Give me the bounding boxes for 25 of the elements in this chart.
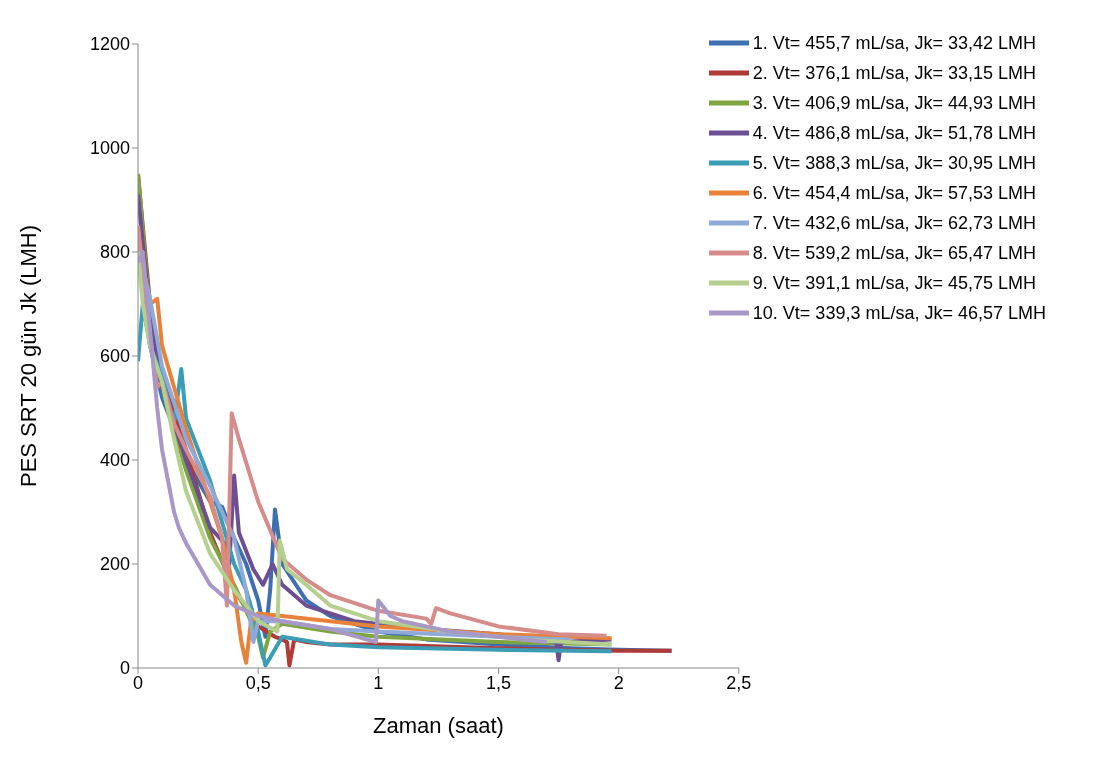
- legend-label: 10. Vt= 339,3 mL/sa, Jk= 46,57 LMH: [752, 302, 1046, 325]
- legend-label: 1. Vt= 455,7 mL/sa, Jk= 33,42 LMH: [752, 32, 1036, 55]
- y-tick-label: 0: [119, 658, 130, 679]
- legend-label: 2. Vt= 376,1 mL/sa, Jk= 33,15 LMH: [752, 62, 1036, 85]
- x-tick-label: 2,5: [726, 672, 752, 693]
- y-tick-label: 400: [99, 450, 130, 471]
- y-tick-label: 1000: [89, 138, 130, 159]
- legend-label: 8. Vt= 539,2 mL/sa, Jk= 65,47 LMH: [752, 242, 1036, 265]
- legend-label: 7. Vt= 432,6 mL/sa, Jk= 62,73 LMH: [752, 212, 1036, 235]
- x-tick-label: 0,5: [245, 672, 271, 693]
- legend-label: 6. Vt= 454,4 mL/sa, Jk= 57,53 LMH: [752, 182, 1036, 205]
- x-tick-label: 2: [613, 672, 624, 693]
- y-tick-label: 200: [99, 554, 130, 575]
- legend-label: 9. Vt= 391,1 mL/sa, Jk= 45,75 LMH: [752, 272, 1036, 295]
- legend-label: 3. Vt= 406,9 mL/sa, Jk= 44,93 LMH: [752, 92, 1036, 115]
- y-tick-label: 600: [99, 346, 130, 367]
- x-tick-label: 1: [373, 672, 384, 693]
- x-tick-label: 0: [132, 672, 144, 693]
- x-tick-label: 1,5: [485, 672, 512, 693]
- x-axis-title: Zaman (saat): [373, 713, 504, 738]
- legend-label: 5. Vt= 388,3 mL/sa, Jk= 30,95 LMH: [752, 152, 1036, 175]
- y-axis-title: PES SRT 20 gün Jk (LMH): [15, 224, 41, 488]
- y-tick-label: 800: [99, 242, 130, 263]
- legend-label: 4. Vt= 486,8 mL/sa, Jk= 51,78 LMH: [752, 122, 1036, 145]
- y-tick-label: 1200: [89, 34, 130, 55]
